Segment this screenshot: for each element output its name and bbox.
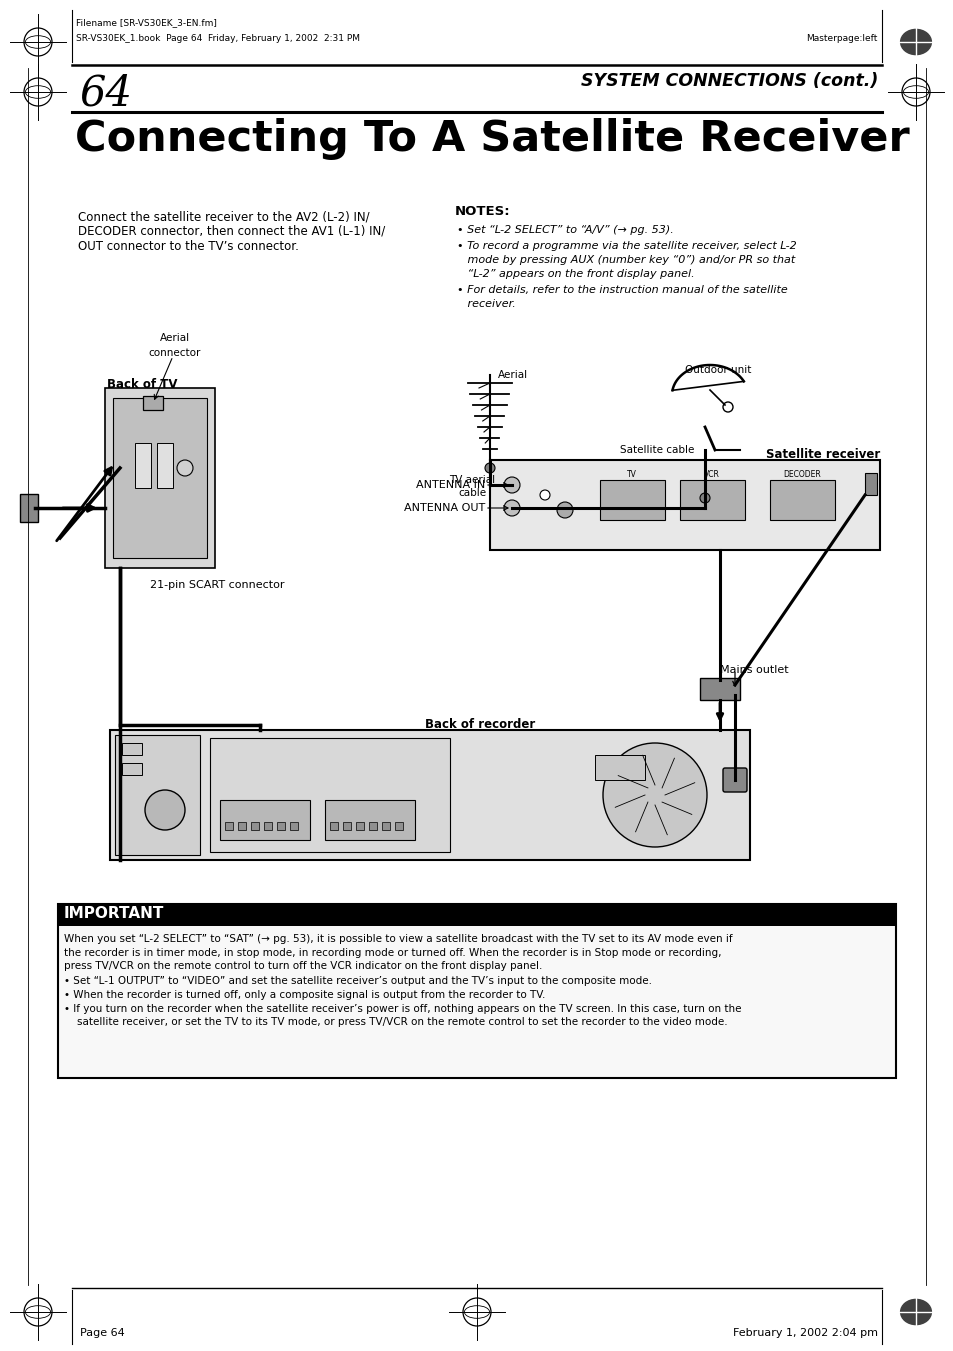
Circle shape xyxy=(557,503,573,517)
Text: DECODER: DECODER xyxy=(782,470,820,480)
FancyBboxPatch shape xyxy=(330,821,337,830)
FancyBboxPatch shape xyxy=(58,904,895,1078)
Text: • To record a programme via the satellite receiver, select L-2: • To record a programme via the satellit… xyxy=(456,240,796,251)
Text: Aerial: Aerial xyxy=(160,332,190,343)
Circle shape xyxy=(503,500,519,516)
FancyBboxPatch shape xyxy=(157,443,172,488)
Text: When you set “L-2 SELECT” to “SAT” (→ pg. 53), it is possible to view a satellit: When you set “L-2 SELECT” to “SAT” (→ pg… xyxy=(64,934,732,944)
Text: VCR: VCR xyxy=(703,470,720,480)
FancyBboxPatch shape xyxy=(381,821,390,830)
Text: • If you turn on the recorder when the satellite receiver’s power is off, nothin: • If you turn on the recorder when the s… xyxy=(64,1004,740,1015)
Text: Connecting To A Satellite Receiver: Connecting To A Satellite Receiver xyxy=(75,118,909,159)
Text: Filename [SR-VS30EK_3-EN.fm]: Filename [SR-VS30EK_3-EN.fm] xyxy=(76,18,216,27)
Circle shape xyxy=(602,743,706,847)
FancyBboxPatch shape xyxy=(864,473,876,494)
Text: Page 64: Page 64 xyxy=(80,1328,125,1337)
Text: NOTES:: NOTES: xyxy=(455,205,510,218)
FancyBboxPatch shape xyxy=(20,494,38,521)
Text: Masterpage:left: Masterpage:left xyxy=(806,34,877,43)
Text: Satellite cable: Satellite cable xyxy=(619,444,694,455)
Text: Aerial: Aerial xyxy=(497,370,528,380)
FancyBboxPatch shape xyxy=(110,730,749,861)
Text: connector: connector xyxy=(149,349,201,358)
FancyBboxPatch shape xyxy=(58,904,895,925)
Text: TV aerial: TV aerial xyxy=(449,476,495,485)
Circle shape xyxy=(177,459,193,476)
Circle shape xyxy=(700,493,709,503)
Text: ANTENNA IN: ANTENNA IN xyxy=(416,480,484,490)
Text: Back of TV: Back of TV xyxy=(107,378,177,390)
Text: “L-2” appears on the front display panel.: “L-2” appears on the front display panel… xyxy=(456,269,694,280)
Text: • When the recorder is turned off, only a composite signal is output from the re: • When the recorder is turned off, only … xyxy=(64,990,545,1000)
FancyBboxPatch shape xyxy=(220,800,310,840)
Circle shape xyxy=(503,477,519,493)
FancyBboxPatch shape xyxy=(700,678,740,700)
Text: • Set “L-1 OUTPUT” to “VIDEO” and set the satellite receiver’s output and the TV: • Set “L-1 OUTPUT” to “VIDEO” and set th… xyxy=(64,975,651,986)
FancyBboxPatch shape xyxy=(122,743,142,755)
Text: February 1, 2002 2:04 pm: February 1, 2002 2:04 pm xyxy=(732,1328,877,1337)
Text: SR-VS30EK_1.book  Page 64  Friday, February 1, 2002  2:31 PM: SR-VS30EK_1.book Page 64 Friday, Februar… xyxy=(76,34,359,43)
FancyBboxPatch shape xyxy=(769,480,834,520)
Text: 64: 64 xyxy=(80,72,132,113)
FancyBboxPatch shape xyxy=(122,763,142,775)
FancyBboxPatch shape xyxy=(599,480,664,520)
FancyBboxPatch shape xyxy=(343,821,351,830)
FancyBboxPatch shape xyxy=(325,800,415,840)
FancyBboxPatch shape xyxy=(369,821,376,830)
FancyBboxPatch shape xyxy=(225,821,233,830)
FancyBboxPatch shape xyxy=(395,821,402,830)
Text: satellite receiver, or set the TV to its TV mode, or press TV/VCR on the remote : satellite receiver, or set the TV to its… xyxy=(64,1017,727,1027)
FancyBboxPatch shape xyxy=(490,459,879,550)
Text: the recorder is in timer mode, in stop mode, in recording mode or turned off. Wh: the recorder is in timer mode, in stop m… xyxy=(64,947,720,958)
FancyBboxPatch shape xyxy=(115,735,200,855)
FancyBboxPatch shape xyxy=(290,821,297,830)
Text: Satellite receiver: Satellite receiver xyxy=(765,449,879,461)
FancyBboxPatch shape xyxy=(237,821,246,830)
Ellipse shape xyxy=(900,1300,930,1324)
Text: mode by pressing AUX (number key “0”) and/or PR so that: mode by pressing AUX (number key “0”) an… xyxy=(456,255,795,265)
Text: press TV/VCR on the remote control to turn off the VCR indicator on the front di: press TV/VCR on the remote control to tu… xyxy=(64,961,542,971)
FancyBboxPatch shape xyxy=(264,821,272,830)
FancyBboxPatch shape xyxy=(105,388,214,567)
Text: SYSTEM CONNECTIONS (cont.): SYSTEM CONNECTIONS (cont.) xyxy=(580,72,877,91)
Text: TV: TV xyxy=(626,470,637,480)
Text: 21-pin SCART connector: 21-pin SCART connector xyxy=(150,580,284,590)
Text: Mains outlet: Mains outlet xyxy=(720,665,788,676)
FancyBboxPatch shape xyxy=(135,443,151,488)
FancyBboxPatch shape xyxy=(679,480,744,520)
FancyBboxPatch shape xyxy=(143,396,163,409)
Text: • Set “L-2 SELECT” to “A/V” (→ pg. 53).: • Set “L-2 SELECT” to “A/V” (→ pg. 53). xyxy=(456,226,673,235)
Text: Back of recorder: Back of recorder xyxy=(424,717,535,731)
FancyBboxPatch shape xyxy=(722,767,746,792)
FancyBboxPatch shape xyxy=(112,399,207,558)
FancyBboxPatch shape xyxy=(210,738,450,852)
Text: OUT connector to the TV’s connector.: OUT connector to the TV’s connector. xyxy=(78,240,298,253)
Text: receiver.: receiver. xyxy=(456,299,516,309)
Text: DECODER connector, then connect the AV1 (L-1) IN/: DECODER connector, then connect the AV1 … xyxy=(78,226,385,238)
Text: Connect the satellite receiver to the AV2 (L-2) IN/: Connect the satellite receiver to the AV… xyxy=(78,209,369,223)
Text: • For details, refer to the instruction manual of the satellite: • For details, refer to the instruction … xyxy=(456,285,787,295)
Ellipse shape xyxy=(900,30,930,54)
Circle shape xyxy=(145,790,185,830)
Text: cable: cable xyxy=(457,488,485,499)
FancyBboxPatch shape xyxy=(595,755,644,780)
FancyBboxPatch shape xyxy=(355,821,364,830)
Circle shape xyxy=(539,490,550,500)
Text: IMPORTANT: IMPORTANT xyxy=(64,907,164,921)
FancyBboxPatch shape xyxy=(251,821,258,830)
Circle shape xyxy=(484,463,495,473)
Text: Outdoor unit: Outdoor unit xyxy=(684,365,751,376)
Circle shape xyxy=(722,403,732,412)
FancyBboxPatch shape xyxy=(276,821,285,830)
Text: ANTENNA OUT: ANTENNA OUT xyxy=(403,503,484,513)
